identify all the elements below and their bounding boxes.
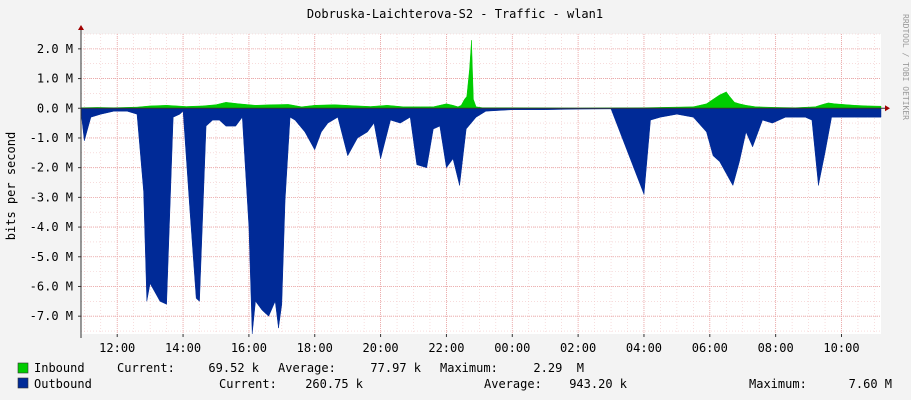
series-layer bbox=[80, 40, 882, 335]
x-tick-label: 14:00 bbox=[165, 341, 201, 355]
x-tick-label: 08:00 bbox=[758, 341, 794, 355]
legend-swatch-outbound bbox=[17, 377, 29, 389]
legend-outbound-average-value: 943.20 k bbox=[569, 377, 628, 391]
axes bbox=[78, 25, 890, 338]
y-tick-label: -2.0 M bbox=[30, 161, 73, 175]
legend-outbound-name: Outbound bbox=[34, 377, 92, 391]
series-area-inbound bbox=[80, 40, 882, 109]
y-tick-label: 1.0 M bbox=[37, 72, 73, 86]
x-tick-label: 22:00 bbox=[428, 341, 464, 355]
x-tick-label: 20:00 bbox=[363, 341, 399, 355]
legend-inbound-name: Inbound bbox=[34, 361, 85, 375]
legend-outbound-maximum-value: 7.60 M bbox=[849, 377, 892, 391]
legend-inbound-average-label: Average: bbox=[278, 361, 336, 375]
legend: Inbound Current: 69.52 k Average: 77.97 … bbox=[17, 361, 892, 391]
legend-inbound-current-label: Current: bbox=[117, 361, 175, 375]
x-tick-label: 18:00 bbox=[297, 341, 333, 355]
legend-inbound-maximum-label: Maximum: bbox=[440, 361, 498, 375]
y-tick-label: -3.0 M bbox=[30, 190, 73, 204]
y-axis-arrow bbox=[78, 25, 84, 30]
y-tick-label: 0.0 M bbox=[37, 101, 73, 115]
y-tick-label: -4.0 M bbox=[30, 220, 73, 234]
x-tick-label: 16:00 bbox=[231, 341, 267, 355]
legend-outbound-current-label: Current: bbox=[219, 377, 277, 391]
legend-inbound-average-value: 77.97 k bbox=[370, 361, 421, 375]
y-tick-label: -5.0 M bbox=[30, 250, 73, 264]
y-axis-label: bits per second bbox=[4, 132, 18, 240]
x-tick-label: 04:00 bbox=[626, 341, 662, 355]
y-tick-label: -7.0 M bbox=[30, 309, 73, 323]
y-tick-label: -1.0 M bbox=[30, 131, 73, 145]
x-tick-label: 10:00 bbox=[823, 341, 859, 355]
legend-inbound-current-value: 69.52 k bbox=[208, 361, 259, 375]
y-tick-label: -6.0 M bbox=[30, 279, 73, 293]
y-tick-label: 2.0 M bbox=[37, 42, 73, 56]
legend-swatch-inbound bbox=[17, 362, 29, 374]
x-tick-label: 00:00 bbox=[494, 341, 530, 355]
tick-labels: 2.0 M 1.0 M 0.0 M -1.0 M -2.0 M -3.0 M -4.0 M -… bbox=[30, 42, 860, 355]
legend-outbound-average-label: Average: bbox=[484, 377, 542, 391]
x-tick-label: 12:00 bbox=[99, 341, 135, 355]
x-tick-label: 06:00 bbox=[692, 341, 728, 355]
legend-outbound-maximum-label: Maximum: bbox=[749, 377, 807, 391]
legend-outbound-current-value: 260.75 k bbox=[305, 377, 364, 391]
x-axis-arrow bbox=[885, 105, 890, 112]
chart-title: Dobruska-Laichterova-S2 - Traffic - wlan… bbox=[307, 7, 603, 21]
legend-inbound-maximum-value: 2.29 M bbox=[533, 361, 584, 375]
rrdtool-watermark: RRDTOOL / TOBI OETIKER bbox=[901, 14, 910, 120]
plot-area bbox=[81, 34, 881, 334]
x-tick-label: 02:00 bbox=[560, 341, 596, 355]
series-area-outbound bbox=[80, 108, 882, 335]
